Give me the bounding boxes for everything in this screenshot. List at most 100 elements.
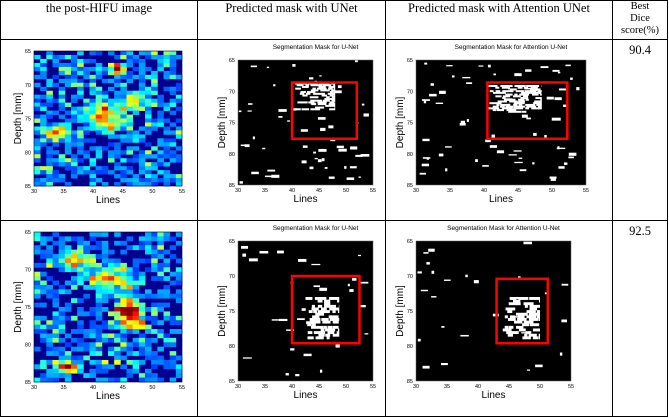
heatmap-cell [114,142,121,147]
mask-speckle [487,64,491,68]
mask-segment [324,97,336,100]
heatmap-cell [101,90,109,96]
heatmap-cell [89,267,97,273]
heatmap-cell [52,130,60,135]
heatmap-cell [34,142,41,147]
heatmap-cell [138,162,146,167]
heatmap-cell [34,158,41,163]
heatmap-cell [126,320,134,326]
heatmap-cell [40,364,47,370]
plot-frame [33,50,183,187]
heatmap-cell [114,98,121,104]
heatmap-cell [77,245,84,251]
ytick-label: 75 [25,305,31,311]
mask-speckle [465,274,468,278]
heatmap-cell [101,262,109,268]
heatmap-cell [34,320,41,326]
heatmap-cell [34,302,41,308]
heatmap-cell [120,118,127,123]
x-axis-label: Lines [482,390,506,401]
mask-segment [333,87,336,90]
mask-speckle [473,280,479,284]
mask-segment [521,110,527,113]
heatmap-cell [95,106,103,111]
heatmap-cell [52,368,60,374]
heatmap-cell [83,130,90,135]
mask-speckle [563,162,568,165]
heatmap-cell [138,337,146,343]
heatmap-cell [145,150,152,155]
mask-speckle [532,162,535,165]
y-axis-label: Depth [mm] [13,281,24,333]
heatmap-cell [108,98,115,104]
mask-segment [305,297,313,300]
heatmap-cell [77,254,84,259]
mask-speckle [420,289,429,292]
heatmap-cell [175,355,183,361]
xtick-label: 55 [370,188,376,194]
heatmap-cell [34,284,41,290]
heatmap-cell [114,122,121,127]
heatmap-cell [108,293,115,299]
heatmap-cell [40,62,47,68]
heatmap-cell [40,254,47,259]
heatmap-cell [151,236,158,242]
mask-speckle [271,174,280,178]
mask-segment [308,101,315,104]
heatmap-cell [138,66,146,72]
heatmap-cell [34,62,41,68]
heatmap-cell [132,66,140,72]
heatmap-cell [108,364,115,370]
heatmap-cell [40,240,47,246]
mask-speckle [244,144,250,148]
heatmap-cell [132,94,140,100]
heatmap-cell [108,122,115,127]
mask-segment [534,100,542,103]
mask-segment [540,93,542,96]
mask-speckle [309,166,314,170]
heatmap-cell [138,236,146,242]
heatmap-cell [132,245,140,251]
heatmap-cell [89,324,97,330]
heatmap-cell [101,364,109,370]
heatmap-cell [151,126,158,131]
heatmap-cell [163,86,171,92]
heatmap-cell [163,162,171,167]
heatmap-cell [120,284,127,290]
mask-segment [321,318,329,321]
heatmap-cell [120,174,127,179]
heatmap-cell [138,342,146,348]
heatmap-cell [34,98,41,104]
xtick-label: 35 [444,384,450,390]
mask-segment [531,107,542,110]
heatmap-cell [120,307,127,312]
mask-segment [497,100,508,103]
mask-segment [320,328,325,332]
heatmap-cell [58,359,66,365]
heatmap-cell [58,249,66,255]
mask-speckle [550,178,556,181]
heatmap-cell [95,342,103,348]
mask-speckle [557,71,561,74]
heatmap-cell [71,70,78,76]
heatmap-cell [89,78,97,84]
heatmap-cell [34,82,41,88]
heatmap-cell [126,359,134,365]
heatmap-cell [77,236,84,242]
heatmap-cell [120,311,127,317]
heatmap-cell [40,58,47,64]
heatmap-cell [114,333,121,339]
heatmap-cell [101,276,109,281]
attention-mask-plot-2: Segmentation Mask for Attention U-Net657… [395,225,574,401]
heatmap-cell [40,66,47,72]
heatmap-cell [95,62,103,68]
heatmap-cell [120,70,127,76]
heatmap-cell [157,267,164,273]
heatmap-cell [71,62,78,68]
heatmap-cell [71,142,78,147]
heatmap-cell [46,150,53,155]
heatmap-cell [52,170,60,175]
heatmap-cell [132,289,140,295]
heatmap-cell [145,368,152,374]
heatmap-cell [175,54,183,60]
